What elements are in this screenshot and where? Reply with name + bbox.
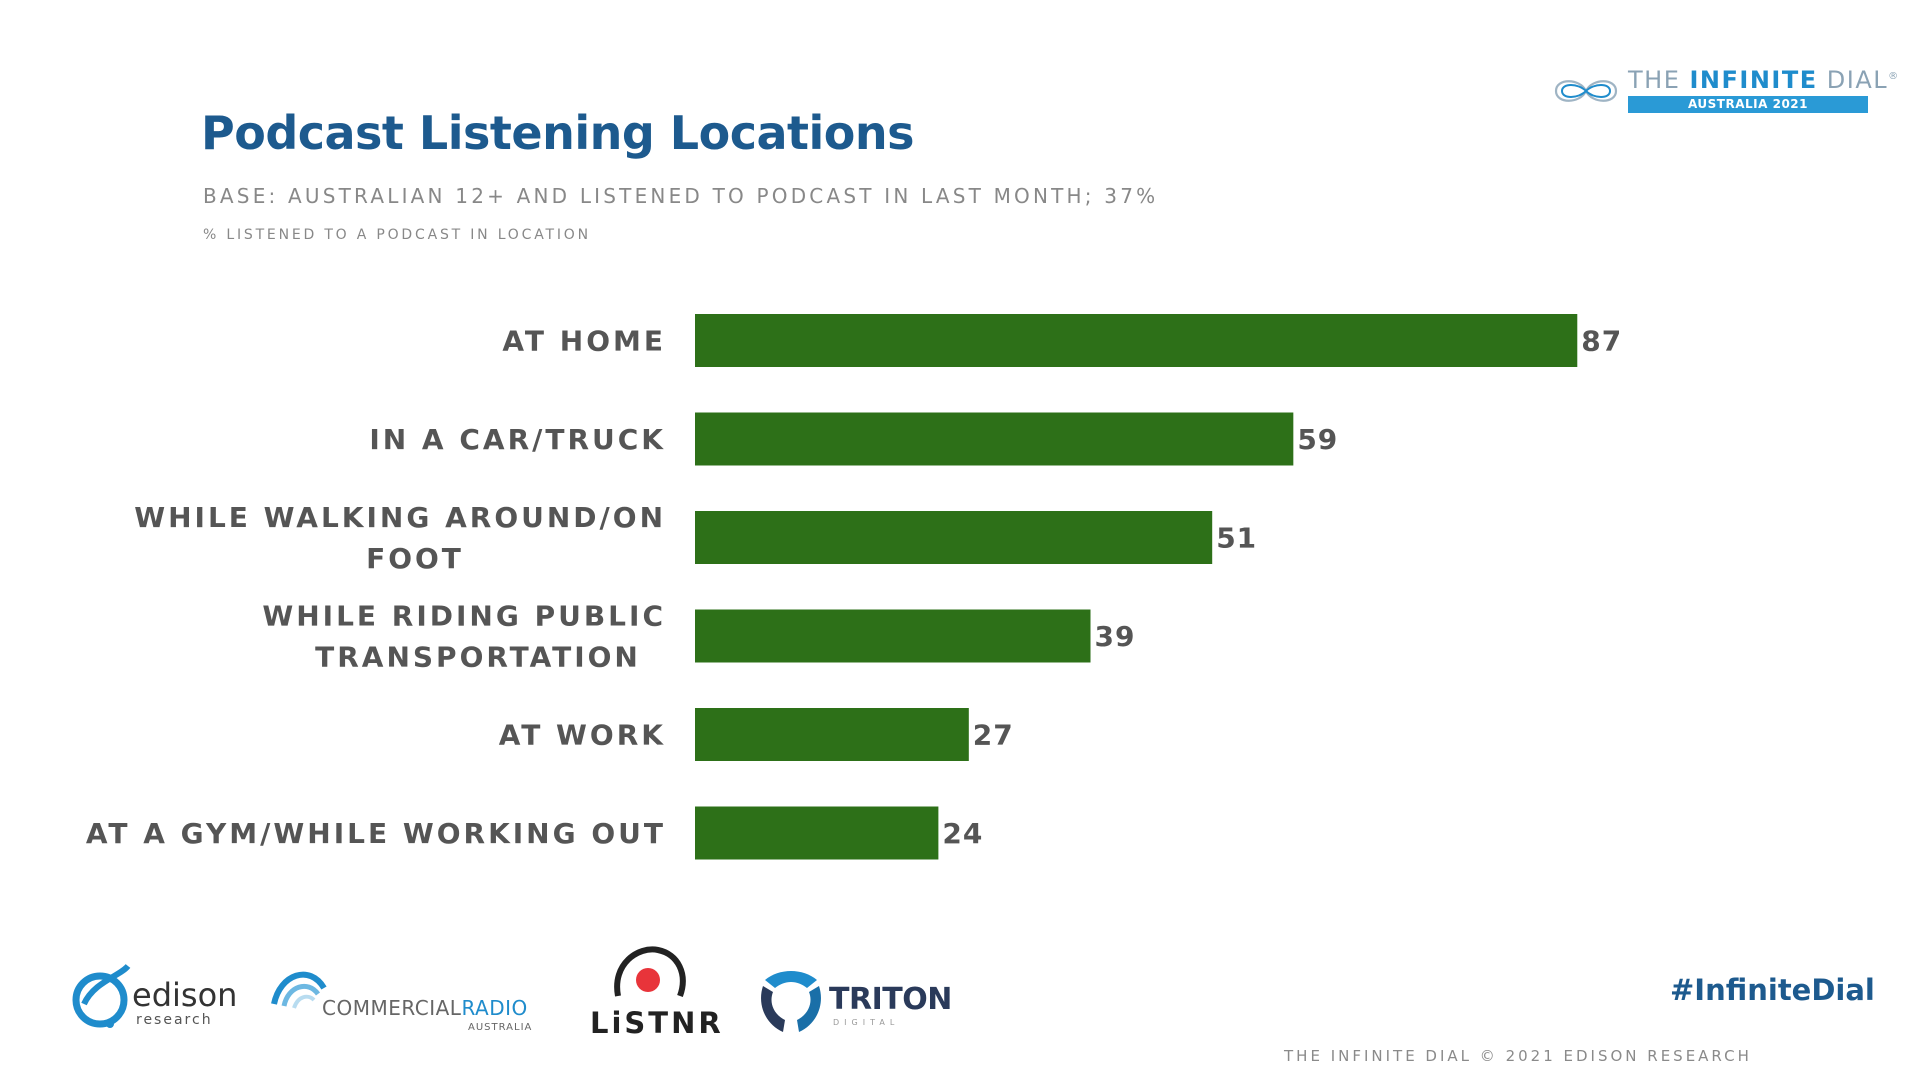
edison-swirl-icon bbox=[72, 963, 131, 1028]
bar-1 bbox=[695, 412, 1294, 466]
edison-research-logo: edison research bbox=[70, 962, 240, 1037]
value-label-3: 39 bbox=[1095, 620, 1136, 653]
listnr-logo: LiSTNR bbox=[588, 944, 721, 1044]
bar-4 bbox=[695, 708, 969, 761]
base-subtitle: BASE: AUSTRALIAN 12+ AND LISTENED TO POD… bbox=[203, 184, 1159, 208]
value-label-1: 59 bbox=[1297, 423, 1338, 456]
value-label-5: 24 bbox=[942, 817, 983, 850]
category-label-0: AT HOME bbox=[502, 325, 666, 358]
bar-2 bbox=[695, 511, 1213, 564]
footer-copyright: THE INFINITE DIAL © 2021 EDISON RESEARCH bbox=[1284, 1047, 1752, 1065]
category-label-2-line-1: FOOT bbox=[366, 542, 464, 575]
bar-0 bbox=[695, 314, 1578, 367]
hashtag: #InfiniteDial bbox=[1670, 973, 1875, 1007]
bar-5 bbox=[695, 806, 939, 860]
value-label-0: 87 bbox=[1581, 325, 1622, 358]
category-label-4: AT WORK bbox=[499, 719, 666, 752]
triton-digital-logo: TRITON DIGITAL bbox=[755, 966, 952, 1041]
category-label-2-line-0: WHILE WALKING AROUND/ON bbox=[134, 501, 666, 534]
infinity-icon bbox=[1554, 80, 1618, 102]
category-label-5: AT A GYM/WHILE WORKING OUT bbox=[86, 817, 666, 850]
listnr-headphones-icon bbox=[614, 946, 686, 998]
category-label-3-line-1: TRANSPORTATION bbox=[315, 641, 641, 674]
value-label-2: 51 bbox=[1216, 522, 1257, 555]
logo-wordmark: THE INFINITE DIAL® bbox=[1628, 66, 1900, 94]
triton-icon bbox=[761, 971, 821, 1032]
page-title: Podcast Listening Locations bbox=[201, 106, 915, 160]
measure-label: % LISTENED TO A PODCAST IN LOCATION bbox=[203, 227, 591, 243]
category-label-1: IN A CAR/TRUCK bbox=[369, 423, 666, 456]
value-label-4: 27 bbox=[973, 719, 1014, 752]
category-label-3-line-0: WHILE RIDING PUBLIC bbox=[262, 600, 666, 633]
logo-subtitle: AUSTRALIA 2021 bbox=[1628, 96, 1868, 113]
infinite-dial-logo: THE INFINITE DIAL® AUSTRALIA 2021 bbox=[1550, 66, 1898, 116]
bar-3 bbox=[695, 609, 1091, 663]
commercial-radio-logo: COMMERCIALRADIO AUSTRALIA bbox=[268, 962, 548, 1037]
wave-icon bbox=[271, 971, 327, 1009]
